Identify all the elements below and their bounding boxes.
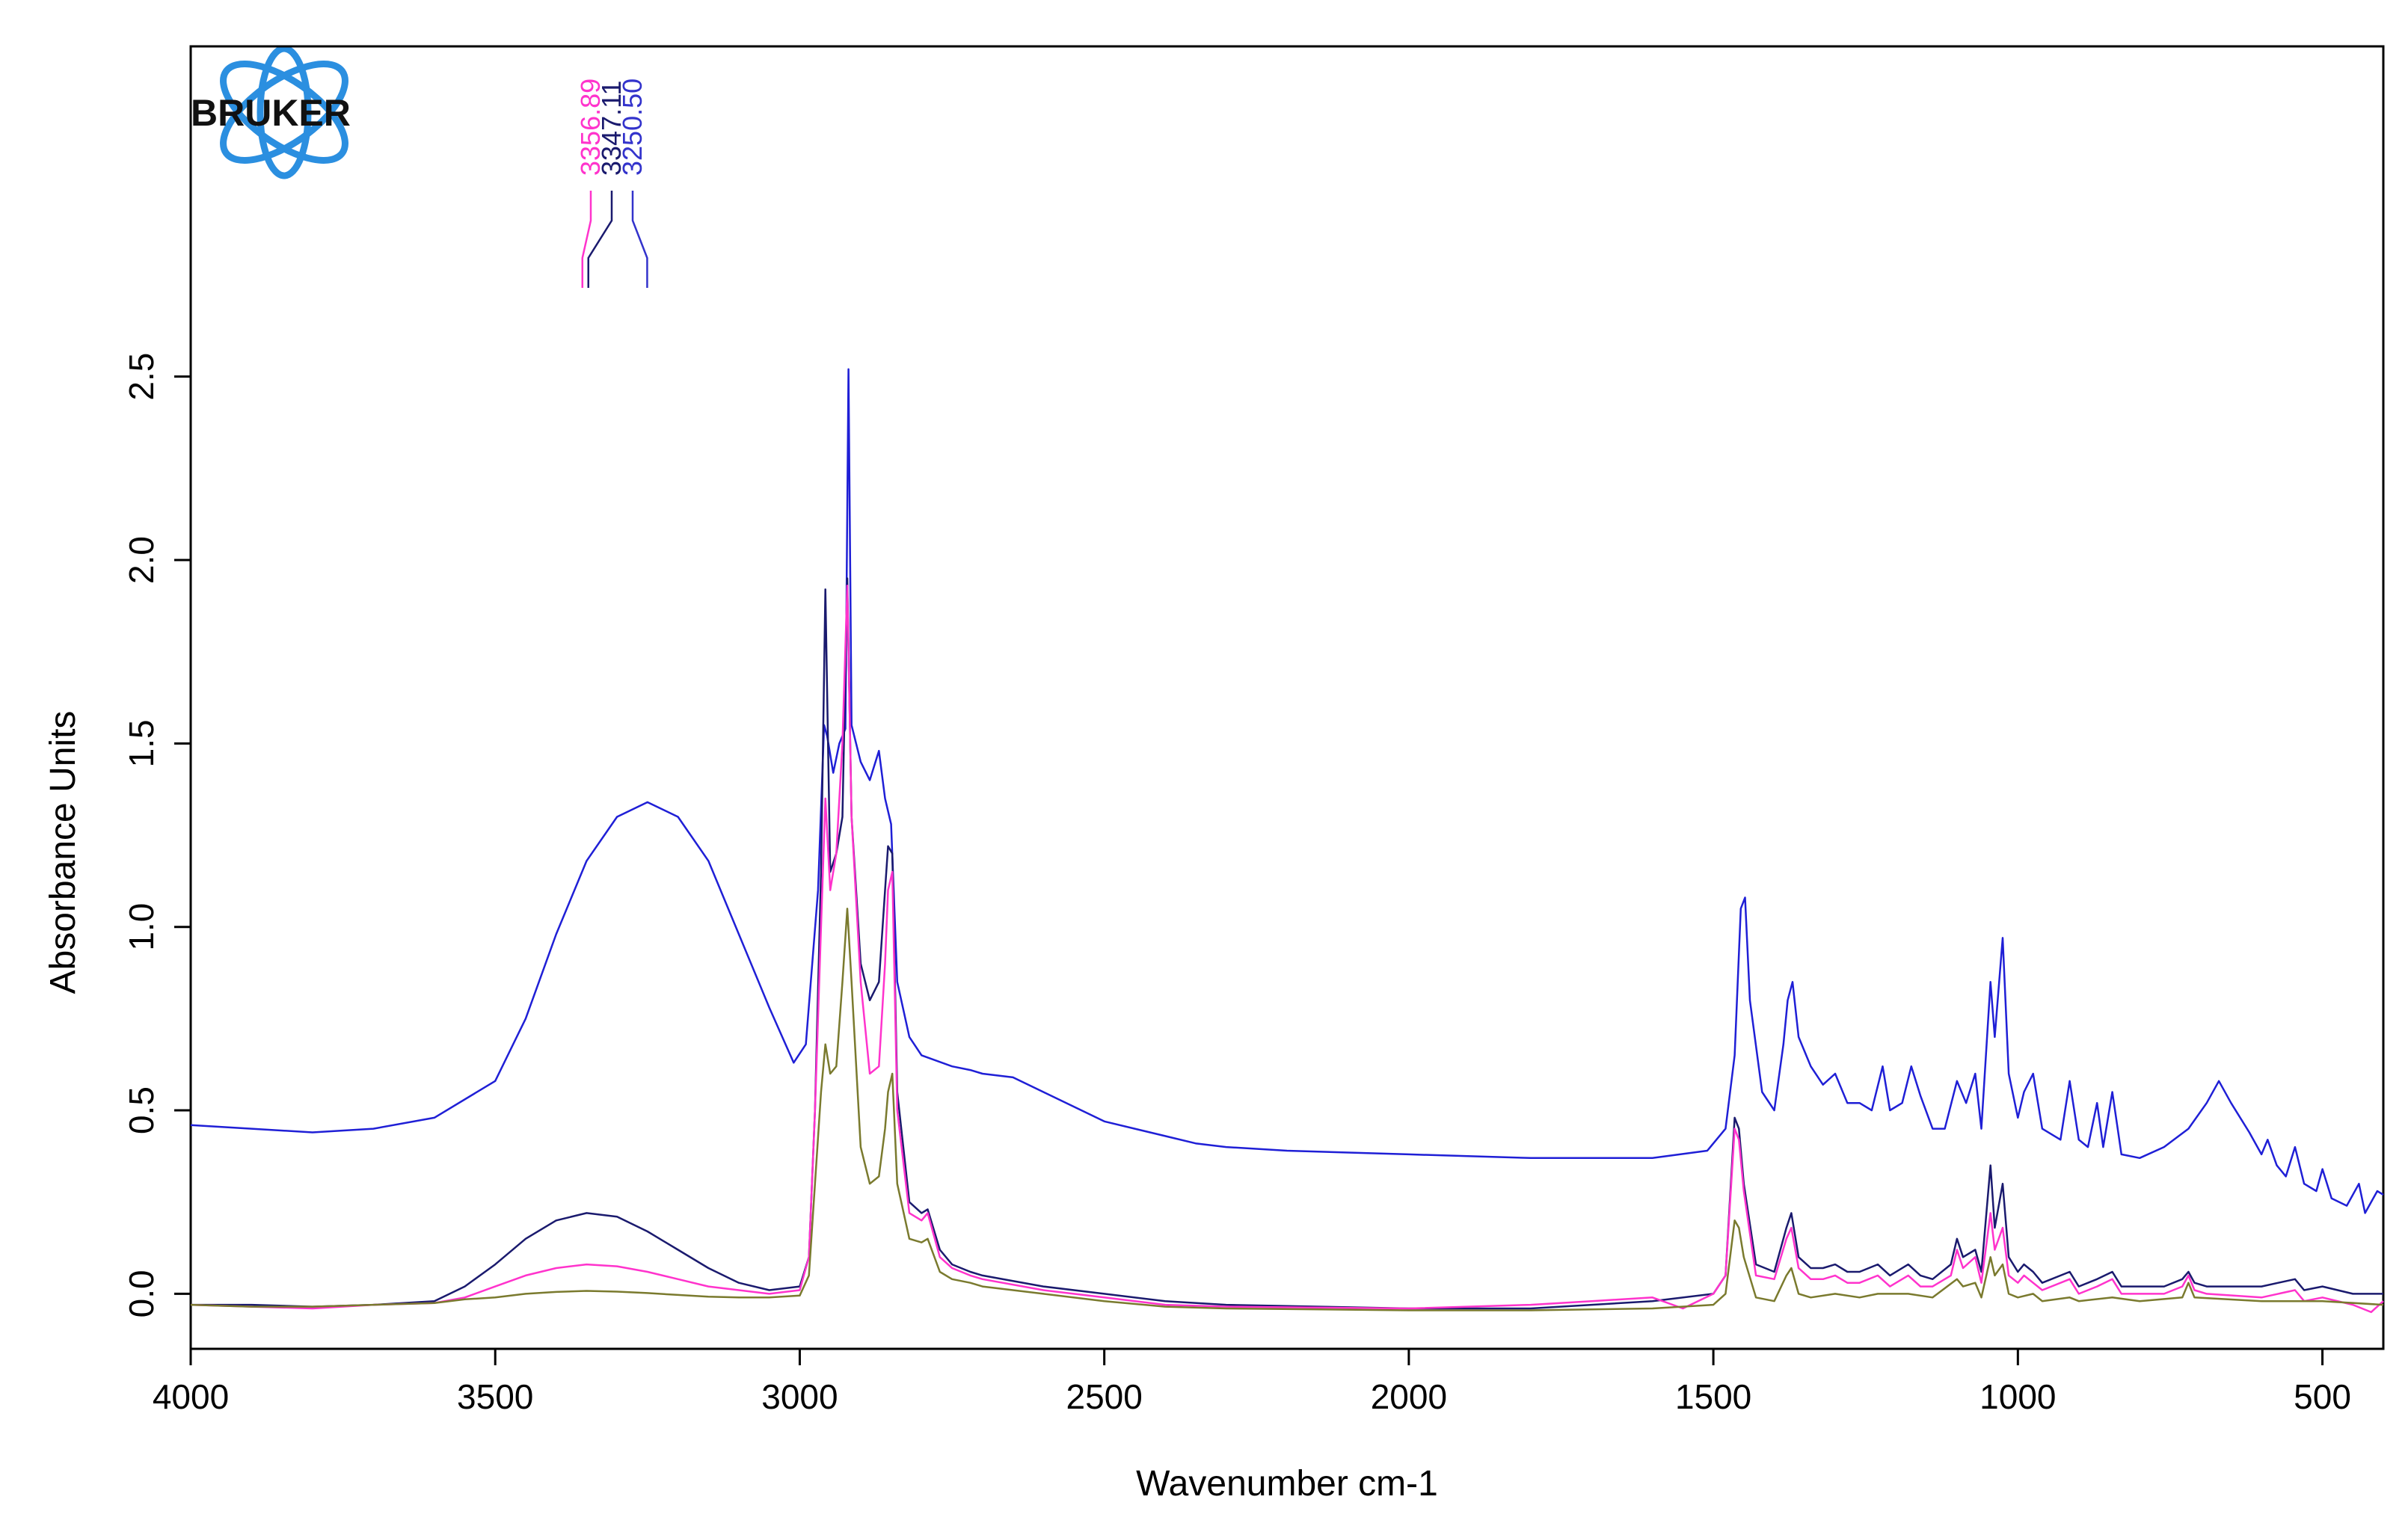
- peak-connector: [581, 191, 592, 288]
- y-tick-label: 2.5: [122, 353, 161, 401]
- y-tick-label: 0.5: [122, 1086, 161, 1134]
- x-tick-label: 3500: [457, 1377, 533, 1416]
- series-layer: [190, 368, 2384, 1314]
- x-tick-label: 2500: [1066, 1377, 1142, 1416]
- peak-label: 3347.11: [596, 81, 627, 176]
- series-line-3: [190, 585, 2384, 1314]
- series-line-4: [190, 907, 2384, 1311]
- series-line-1: [190, 368, 2384, 1214]
- peak-connector: [631, 191, 648, 288]
- atom-icon: [220, 45, 348, 179]
- y-tick-label: 2.0: [122, 536, 161, 584]
- peak-label: 3356.89: [575, 79, 606, 176]
- x-tick-label: 2000: [1371, 1377, 1447, 1416]
- x-tick-label: 500: [2294, 1377, 2351, 1416]
- x-axis: 4000 3500 3000 2500 2000 1500 1000 500: [153, 1349, 2351, 1416]
- peak-connector: [587, 191, 613, 288]
- y-tick-label: 1.5: [122, 719, 161, 767]
- x-axis-title: Wavenumber cm-1: [1136, 1464, 1438, 1504]
- x-tick-label: 1500: [1675, 1377, 1751, 1416]
- bruker-logo: BRUKER: [191, 45, 351, 179]
- y-axis: 0.0 0.5 1.0 1.5 2.0 2.5: [122, 353, 191, 1317]
- x-tick-label: 4000: [153, 1377, 229, 1416]
- logo-text: BRUKER: [191, 92, 351, 134]
- y-tick-label: 0.0: [122, 1270, 161, 1317]
- series-line-2: [191, 577, 2383, 1310]
- x-tick-label: 3000: [761, 1377, 838, 1416]
- peak-label: 3250.50: [617, 79, 648, 176]
- y-tick-label: 1.0: [122, 903, 161, 951]
- plot-frame: [189, 45, 2385, 1350]
- x-tick-label: 1000: [1979, 1377, 2056, 1416]
- y-axis-title: Absorbance Units: [43, 711, 83, 994]
